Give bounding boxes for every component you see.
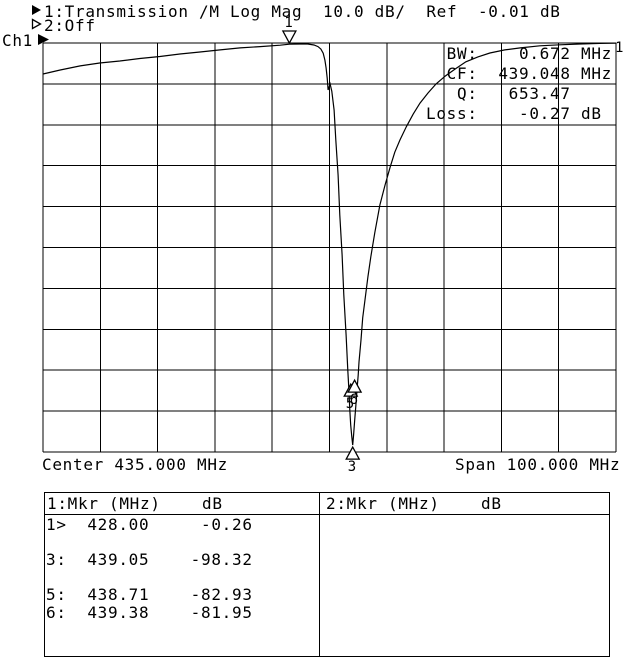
readout-row-loss: Loss: -0.27 dB [426, 104, 602, 123]
marker-table-row-6: 6: 439.38 -81.95 [46, 602, 253, 622]
marker-table-header-separator [45, 514, 609, 515]
marker-1-label: 1 [284, 15, 293, 32]
marker-5-label: 5 [345, 396, 355, 413]
readout-row-cf: CF: 439.048 MHz [426, 64, 612, 83]
readout-row-bw: BW: 0.672 MHz [426, 44, 612, 63]
trace1-curve [42, 42, 617, 446]
span-label: Span 100.000 MHz [455, 455, 621, 474]
marker-symbols [281, 30, 363, 460]
graticule [42, 42, 617, 453]
marker-6-label: 6 [349, 392, 359, 409]
marker-table-header-right: 2:Mkr (MHz) dB [326, 494, 502, 513]
marker-table-row-1: 1> 428.00 -0.26 [46, 515, 253, 534]
marker-6-triangle-icon [347, 378, 363, 393]
channel-label: Ch1 [2, 31, 33, 50]
marker-3-label: 3 [347, 459, 357, 476]
trace1-settings-label: 1:Transmission /M Log Mag 10.0 dB/ Ref -… [44, 2, 561, 21]
marker-3-triangle-icon [345, 445, 361, 460]
bandwidth-readout: BW: 0.672 MHz CF: 439.048 MHz Q: 653.47 L… [426, 44, 612, 127]
trace1-active-indicator-icon [32, 5, 41, 15]
channel-pointer-icon [38, 34, 49, 45]
marker-table-divider [319, 493, 320, 656]
marker-table: 1:Mkr (MHz) dB 2:Mkr (MHz) dB 1> 428.00 … [44, 492, 610, 657]
marker-table-header-left: 1:Mkr (MHz) dB [47, 494, 223, 513]
marker-1-triangle-icon [281, 30, 297, 45]
center-frequency-label: Center 435.000 MHz [42, 455, 228, 474]
trace2-inactive-indicator-icon [31, 18, 42, 30]
trace2-settings-label: 2:Off [44, 16, 96, 35]
marker-table-row-5: 5: 438.71 -82.93 [46, 585, 253, 604]
readout-row-q: Q: 653.47 [426, 84, 571, 103]
ref-position-indicator: 1 [615, 40, 624, 56]
marker-table-row-3: 3: 439.05 -98.32 [46, 550, 253, 569]
